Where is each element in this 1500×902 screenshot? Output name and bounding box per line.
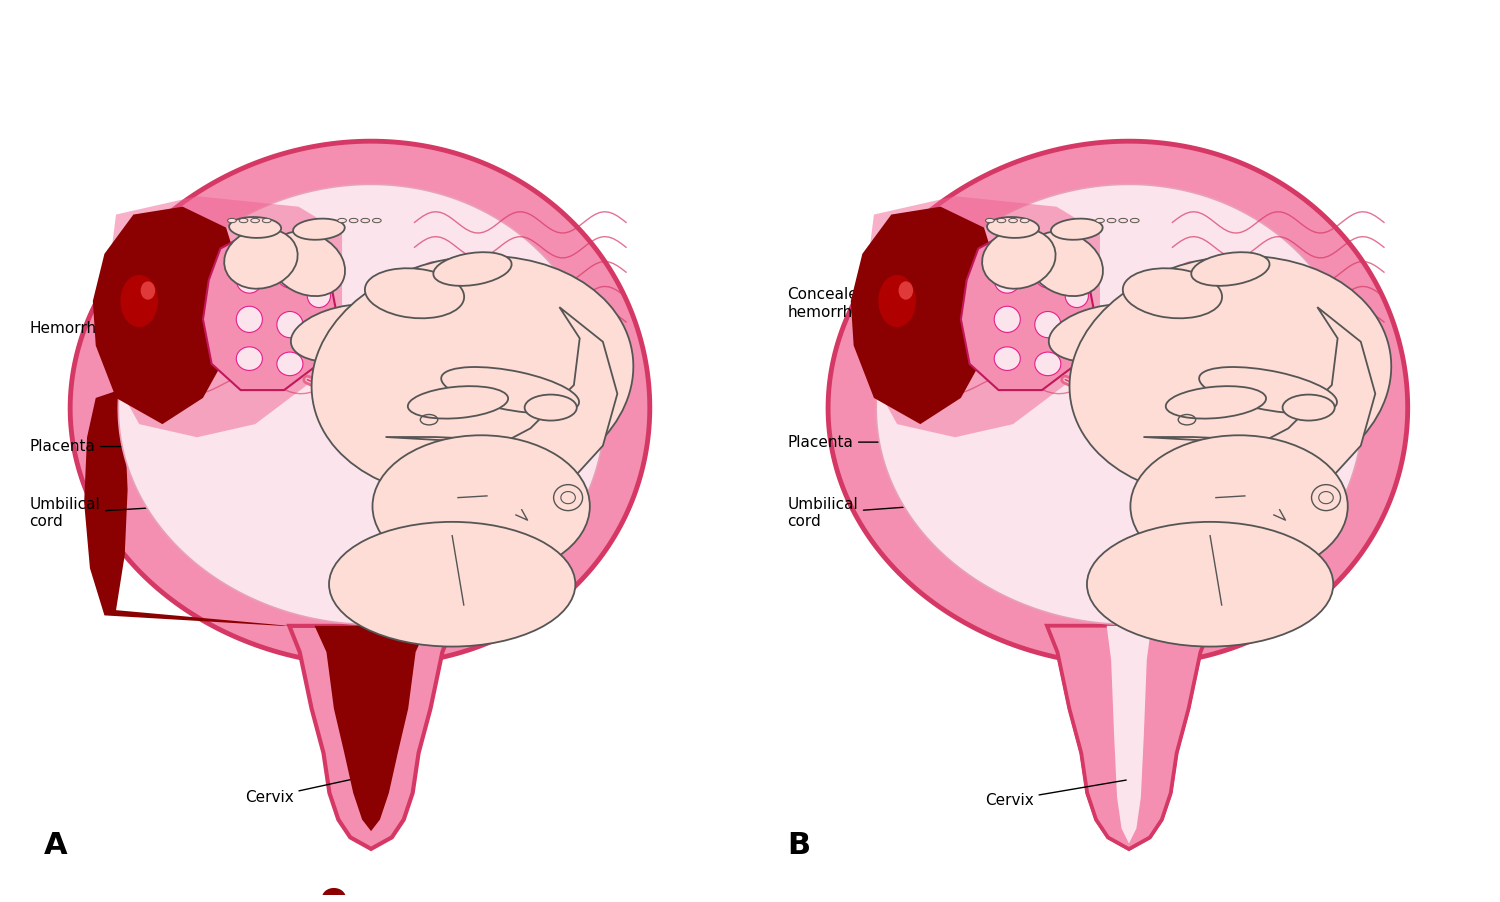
Ellipse shape bbox=[228, 218, 237, 223]
Ellipse shape bbox=[1119, 218, 1128, 223]
Ellipse shape bbox=[994, 347, 1020, 371]
Text: Umbilical
cord: Umbilical cord bbox=[28, 497, 279, 529]
Ellipse shape bbox=[1096, 312, 1208, 364]
Polygon shape bbox=[876, 184, 1364, 624]
Ellipse shape bbox=[1198, 367, 1336, 413]
Text: Cervix: Cervix bbox=[986, 780, 1126, 807]
Polygon shape bbox=[828, 142, 1407, 665]
Ellipse shape bbox=[262, 218, 272, 223]
Ellipse shape bbox=[372, 436, 590, 577]
Ellipse shape bbox=[1020, 218, 1029, 223]
Ellipse shape bbox=[270, 232, 345, 296]
Polygon shape bbox=[1047, 626, 1211, 849]
Ellipse shape bbox=[224, 228, 297, 289]
Text: Cervix: Cervix bbox=[244, 776, 369, 805]
Ellipse shape bbox=[1131, 436, 1348, 577]
Ellipse shape bbox=[237, 307, 262, 333]
Ellipse shape bbox=[987, 217, 1039, 238]
Polygon shape bbox=[386, 437, 516, 440]
Polygon shape bbox=[118, 184, 604, 624]
Text: Umbilical
cord: Umbilical cord bbox=[788, 497, 1004, 529]
Ellipse shape bbox=[237, 267, 262, 293]
Text: B: B bbox=[788, 831, 810, 860]
Text: Hemorrhage: Hemorrhage bbox=[28, 321, 264, 336]
Polygon shape bbox=[1143, 437, 1274, 440]
Ellipse shape bbox=[1124, 268, 1222, 318]
Ellipse shape bbox=[1095, 218, 1104, 223]
Ellipse shape bbox=[141, 281, 154, 299]
Ellipse shape bbox=[1131, 218, 1138, 223]
Ellipse shape bbox=[1065, 284, 1089, 308]
Polygon shape bbox=[315, 626, 428, 831]
Ellipse shape bbox=[998, 218, 1006, 223]
Ellipse shape bbox=[230, 217, 280, 238]
Ellipse shape bbox=[291, 304, 405, 362]
Ellipse shape bbox=[372, 218, 381, 223]
Text: A: A bbox=[44, 831, 68, 860]
Polygon shape bbox=[84, 390, 290, 626]
Ellipse shape bbox=[994, 307, 1020, 333]
Polygon shape bbox=[850, 207, 999, 424]
Ellipse shape bbox=[328, 522, 576, 647]
Ellipse shape bbox=[312, 256, 633, 497]
Ellipse shape bbox=[292, 218, 345, 240]
Text: Concealed
hemorrhage: Concealed hemorrhage bbox=[788, 288, 993, 320]
Ellipse shape bbox=[1088, 522, 1334, 647]
Ellipse shape bbox=[986, 218, 994, 223]
Ellipse shape bbox=[1035, 262, 1060, 288]
Ellipse shape bbox=[525, 394, 578, 420]
Polygon shape bbox=[290, 626, 453, 849]
Polygon shape bbox=[1239, 307, 1376, 502]
Ellipse shape bbox=[1070, 256, 1392, 497]
Ellipse shape bbox=[278, 352, 303, 375]
Ellipse shape bbox=[433, 253, 512, 286]
Ellipse shape bbox=[278, 262, 303, 288]
Ellipse shape bbox=[1048, 304, 1162, 362]
Ellipse shape bbox=[1191, 253, 1269, 286]
Ellipse shape bbox=[362, 218, 369, 223]
Polygon shape bbox=[962, 233, 1094, 390]
Ellipse shape bbox=[251, 218, 260, 223]
Ellipse shape bbox=[408, 386, 509, 419]
Ellipse shape bbox=[308, 326, 330, 349]
Ellipse shape bbox=[994, 267, 1020, 293]
Ellipse shape bbox=[1035, 352, 1060, 375]
Polygon shape bbox=[105, 197, 342, 437]
Ellipse shape bbox=[879, 275, 916, 327]
Polygon shape bbox=[1047, 626, 1211, 849]
Ellipse shape bbox=[238, 218, 248, 223]
Polygon shape bbox=[862, 197, 1100, 437]
Ellipse shape bbox=[120, 275, 158, 327]
Ellipse shape bbox=[441, 367, 579, 413]
Ellipse shape bbox=[364, 268, 464, 318]
Polygon shape bbox=[1107, 626, 1152, 843]
Text: Placenta: Placenta bbox=[28, 439, 279, 454]
Ellipse shape bbox=[338, 218, 346, 223]
Ellipse shape bbox=[898, 281, 914, 299]
Polygon shape bbox=[70, 142, 650, 665]
Text: Placenta: Placenta bbox=[788, 435, 1004, 449]
Ellipse shape bbox=[322, 888, 346, 902]
Ellipse shape bbox=[1107, 218, 1116, 223]
Ellipse shape bbox=[339, 312, 450, 364]
Ellipse shape bbox=[1028, 232, 1102, 296]
Ellipse shape bbox=[1282, 394, 1335, 420]
Ellipse shape bbox=[278, 311, 303, 337]
Ellipse shape bbox=[554, 484, 582, 511]
Polygon shape bbox=[93, 207, 240, 424]
Ellipse shape bbox=[1035, 311, 1060, 337]
Ellipse shape bbox=[237, 347, 262, 371]
Ellipse shape bbox=[350, 218, 358, 223]
Ellipse shape bbox=[1166, 386, 1266, 419]
Ellipse shape bbox=[1008, 218, 1017, 223]
Ellipse shape bbox=[308, 284, 330, 308]
Ellipse shape bbox=[1052, 218, 1102, 240]
Ellipse shape bbox=[982, 228, 1056, 289]
Ellipse shape bbox=[1311, 484, 1341, 511]
Polygon shape bbox=[202, 233, 336, 390]
Polygon shape bbox=[482, 307, 618, 502]
Ellipse shape bbox=[1065, 326, 1089, 349]
